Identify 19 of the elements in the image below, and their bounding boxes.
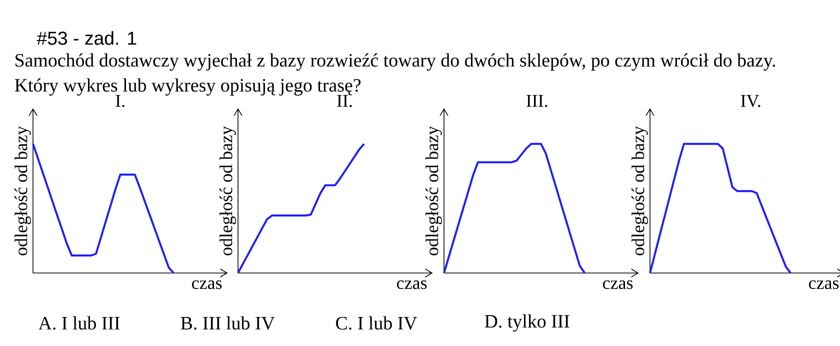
- chart-title: III.: [526, 94, 548, 108]
- text: C. I lub IV: [336, 316, 418, 330]
- y-axis-title: odległość od bazy: [220, 126, 236, 256]
- text: D. tylko III: [484, 314, 570, 332]
- x-axis-title: czas: [603, 280, 633, 290]
- text: Który wykres lub wykresy opisują jego trasę?: [14, 78, 361, 96]
- y-axis-title: odległość od bazy: [14, 126, 31, 256]
- x-axis-title: czas: [192, 280, 222, 290]
- text: Samochód dostawczy wyjechał z bazy rozwieźć towary do dwóch sklepów, po czym wrócił do bazy.: [16, 53, 776, 71]
- text: B. III lub IV: [180, 316, 275, 330]
- chart-title: II.: [337, 94, 352, 108]
- text: #53 - zad. 1: [36, 31, 136, 45]
- y-axis-title: odległość od bazy: [426, 126, 442, 256]
- chart-title: I.: [116, 94, 124, 108]
- x-axis-title: czas: [397, 280, 427, 290]
- text: A. I lub III: [38, 316, 120, 330]
- chart-title: IV.: [740, 94, 760, 108]
- x-axis-title: czas: [808, 280, 839, 290]
- y-axis-title: odległość od bazy: [632, 126, 648, 256]
